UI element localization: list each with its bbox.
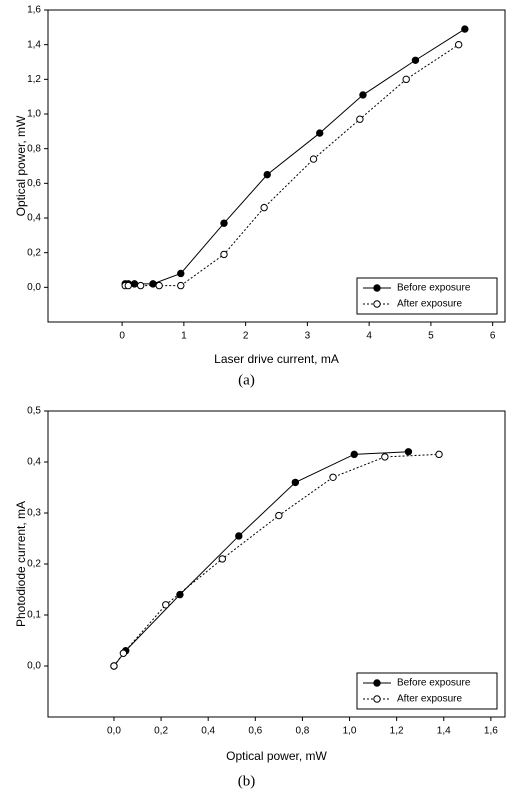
data-point [381,453,389,461]
x-tick-label: 1,2 [390,726,404,737]
y-tick-label: 0,0 [27,661,41,672]
x-tick-label: 0,2 [154,726,168,737]
legend-marker [373,679,381,687]
legend-label: Before exposure [397,283,471,294]
data-point [177,269,185,278]
x-tick-label: 0,6 [248,726,262,737]
y-tick-label: 0,3 [27,508,41,519]
legend-marker [373,300,381,308]
y-tick-label: 1,4 [27,39,41,50]
data-point [356,115,364,123]
data-point [329,473,337,481]
y-tick-label: 1,6 [27,5,41,16]
x-tick-label: 0 [119,331,125,342]
y-tick-label: 0,2 [27,559,41,570]
data-point [263,170,271,179]
data-point [235,532,243,540]
data-point [260,203,268,212]
data-point [350,450,358,459]
y-tick-label: 0,8 [27,143,41,154]
data-point [155,281,163,290]
x-axis-label: Laser drive current, mA [214,352,339,366]
x-tick-label: 1,6 [484,726,498,737]
caption: (b) [238,773,256,789]
legend-marker [373,695,381,703]
data-point [454,40,463,49]
y-tick-label: 0,1 [27,610,41,621]
data-point [309,155,318,163]
x-axis-label: Optical power, mW [226,749,327,763]
x-tick-label: 2 [243,331,249,342]
y-tick-label: 0,5 [27,406,41,417]
series-line [113,451,409,667]
legend-label: Before exposure [397,678,471,689]
data-point [220,250,228,259]
x-tick-label: 3 [305,331,311,342]
data-point [110,662,118,670]
y-tick-label: 0,6 [27,178,41,189]
x-tick-label: 6 [490,331,496,342]
caption: (a) [238,372,255,388]
data-point [291,478,300,487]
plot-frame [47,9,506,323]
y-tick-label: 0,4 [27,213,41,224]
data-point [176,590,184,599]
data-point [435,450,443,459]
data-point [359,91,367,99]
data-point [461,25,469,33]
data-point [404,448,413,456]
data-point [218,555,227,563]
legend-box [356,672,498,710]
data-point [119,649,128,657]
x-tick-label: 0,4 [201,726,215,737]
legend-box [356,277,498,315]
x-tick-label: 4 [366,331,372,342]
x-tick-label: 0,0 [107,726,121,737]
y-tick-label: 0,0 [27,282,41,293]
series-line [113,453,440,667]
data-point [124,281,132,290]
y-axis-label: Photodiode current, mA [14,501,28,627]
x-tick-label: 1 [181,331,187,342]
data-point [149,280,157,288]
data-point [177,281,185,290]
data-point [411,56,420,64]
y-tick-label: 0,2 [27,247,41,258]
series-line [125,28,466,285]
data-point [162,601,170,609]
x-tick-label: 1,4 [437,726,451,737]
data-point [402,75,410,84]
y-tick-label: 1,0 [27,109,41,120]
x-tick-label: 0,8 [295,726,309,737]
data-point [136,281,145,290]
data-point [275,511,283,520]
x-tick-label: 5 [428,331,434,342]
x-tick-label: 1,0 [343,726,357,737]
data-point [130,280,139,288]
y-tick-label: 1,2 [27,74,41,85]
data-point [316,129,324,137]
legend-label: After exposure [397,299,462,310]
legend-marker [373,284,381,292]
legend-label: After exposure [397,694,462,705]
y-tick-label: 0,4 [27,457,41,468]
y-axis-label: Optical power, mW [14,115,28,216]
data-point [220,219,228,227]
